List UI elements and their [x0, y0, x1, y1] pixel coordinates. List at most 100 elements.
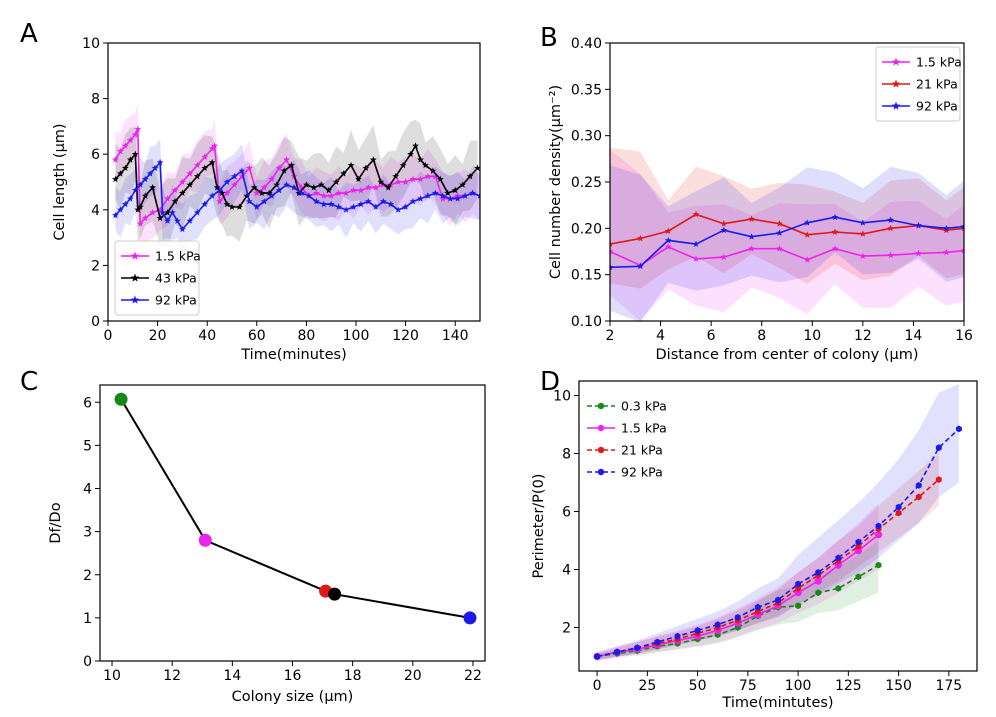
data-point	[610, 263, 614, 271]
data-point	[275, 164, 283, 171]
data-point	[218, 189, 226, 196]
panel-a-chart: 0 20 40 60 80 100 120 140 0 2 4 6 8 10 Time(minutes) Ce…	[52, 36, 481, 363]
data-point	[776, 220, 783, 227]
data-point	[335, 203, 343, 210]
data-point	[112, 211, 119, 219]
x-tick-label: 4	[656, 328, 665, 344]
plot-frame	[578, 380, 978, 672]
data-point	[146, 170, 154, 177]
data-point	[117, 147, 124, 155]
data-point	[454, 195, 462, 202]
y-tick-label: 2	[91, 258, 100, 274]
data-point	[474, 164, 480, 171]
data-point	[136, 220, 144, 227]
data-point	[169, 209, 176, 216]
legend-marker	[130, 295, 140, 304]
data-point	[399, 161, 407, 169]
data-point	[942, 224, 950, 232]
data-point	[258, 189, 266, 196]
series-line	[610, 216, 964, 269]
data-point	[734, 614, 741, 621]
data-point	[915, 222, 922, 229]
data-point	[332, 178, 340, 185]
y-tick-label: 0.25	[571, 175, 602, 191]
data-point	[201, 200, 209, 208]
data-point	[201, 164, 209, 171]
data-point	[228, 203, 236, 210]
data-point	[429, 167, 437, 174]
data-point	[208, 192, 216, 199]
data-point	[216, 186, 223, 194]
y-tick-label: 8	[91, 92, 100, 108]
x-tick-label: 40	[198, 328, 216, 344]
data-point	[317, 181, 325, 188]
data-point	[231, 181, 238, 188]
x-tick-label: 14	[905, 328, 923, 344]
data-point	[179, 225, 186, 233]
data-point	[238, 167, 246, 174]
data-point	[874, 531, 883, 539]
y-tick-label: 2	[562, 621, 571, 637]
error-band	[610, 147, 964, 289]
x-tick-label: 0	[593, 678, 602, 694]
legend-label: 21 kPa	[916, 77, 958, 92]
data-point	[201, 153, 209, 160]
data-point	[141, 175, 149, 183]
y-tick-label: 6	[83, 395, 92, 411]
data-point	[141, 214, 149, 222]
data-point	[283, 181, 290, 188]
data-point	[814, 577, 822, 585]
data-point	[775, 596, 781, 604]
data-point	[748, 233, 755, 240]
data-point	[208, 145, 216, 152]
data-point	[198, 533, 212, 547]
x-tick-label: 16	[955, 328, 973, 344]
x-axis-label: Time(minutes)	[240, 347, 347, 363]
legend-label: 92 kPa	[916, 99, 958, 114]
legend-label: 21 kPa	[621, 443, 663, 458]
x-tick-label: 60	[248, 328, 266, 344]
data-point	[121, 142, 129, 149]
data-point	[275, 186, 283, 194]
data-point	[776, 245, 783, 252]
data-point	[164, 195, 171, 202]
x-tick-label: 14	[223, 668, 241, 684]
data-point	[216, 197, 223, 205]
legend-marker	[891, 57, 901, 66]
legend-label: 1.5 kPa	[916, 55, 962, 70]
x-tick-label: 18	[344, 668, 362, 684]
data-point	[794, 589, 802, 597]
data-point	[379, 197, 387, 205]
data-point	[211, 142, 219, 149]
y-tick-label: 3	[83, 525, 92, 541]
y-tick-label: 5	[83, 438, 92, 454]
data-point	[290, 184, 298, 191]
data-point	[193, 161, 201, 169]
data-point	[407, 150, 414, 158]
data-point	[755, 603, 761, 611]
data-point	[614, 648, 621, 656]
x-tick-label: 16	[284, 668, 302, 684]
data-point	[748, 215, 755, 222]
x-tick-label: 140	[442, 328, 469, 344]
data-point	[422, 161, 429, 169]
data-point	[156, 206, 164, 213]
y-tick-label: 0	[83, 654, 92, 670]
data-point	[469, 189, 476, 196]
data-point	[855, 538, 862, 546]
panel-letter-c: C	[20, 367, 38, 397]
error-band	[610, 165, 964, 321]
x-axis-label: Time(mintutes)	[721, 695, 833, 711]
data-point	[831, 245, 839, 252]
legend-marker	[597, 402, 605, 410]
data-point	[915, 249, 922, 257]
panel-d-chart: 0 25 50 75 100 125 150 175 2 4 6 8 10 Time(mintutes) P…	[531, 380, 978, 711]
data-point	[372, 184, 380, 191]
data-point	[895, 503, 902, 511]
data-point	[174, 217, 181, 224]
data-point	[149, 209, 157, 216]
y-tick-label: 4	[83, 482, 92, 498]
data-point	[347, 161, 355, 169]
data-point	[887, 216, 895, 223]
data-point	[855, 542, 862, 550]
